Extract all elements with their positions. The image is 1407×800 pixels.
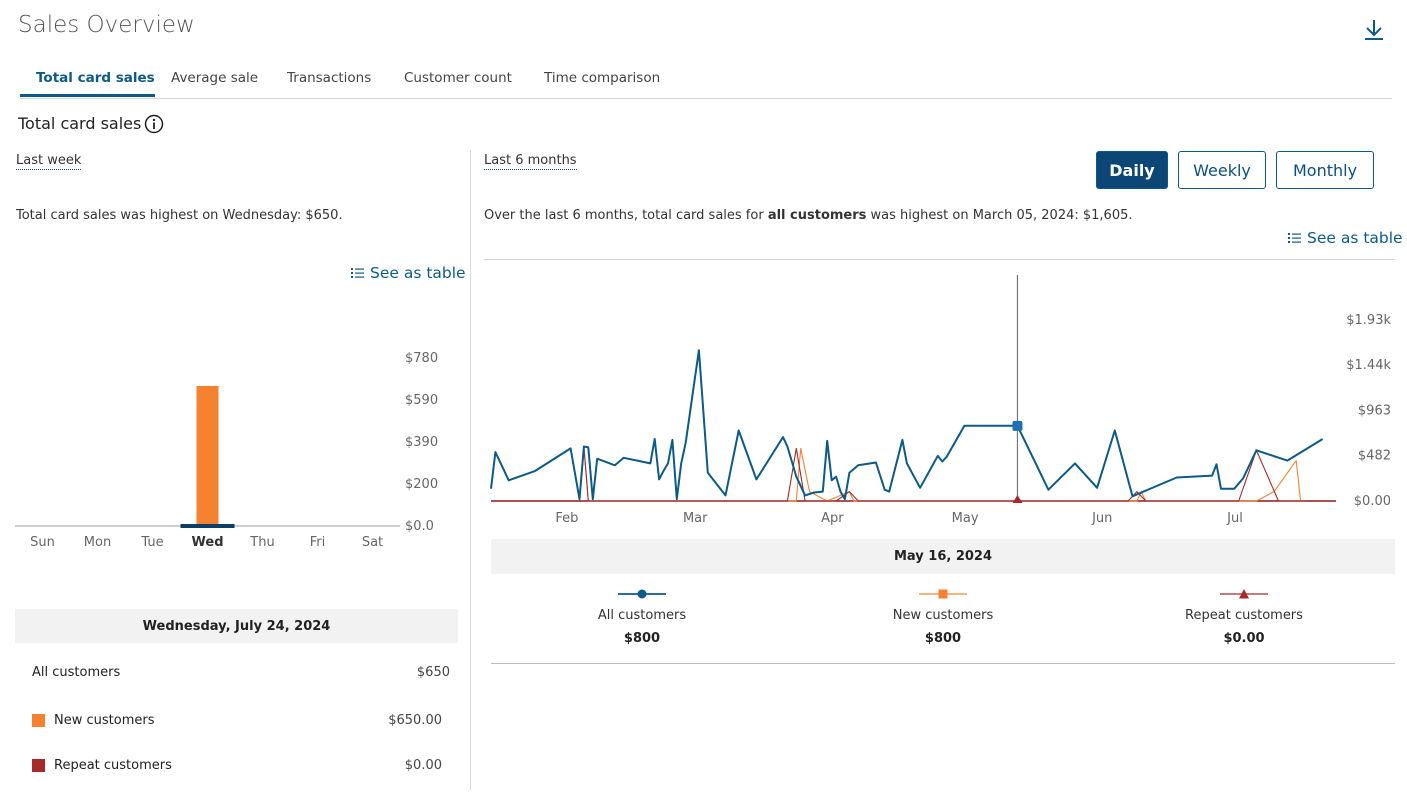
section-title: Total card sales: [18, 114, 142, 133]
breakdown-value: $650.00: [388, 713, 442, 728]
info-button[interactable]: [144, 114, 164, 134]
x-tick-label: Mar: [683, 511, 708, 526]
x-tick-label: Jun: [1091, 511, 1112, 526]
download-button[interactable]: [1360, 16, 1388, 44]
list-icon: [351, 268, 364, 278]
y-tick-label: $963: [1358, 404, 1391, 419]
right-selected-date: May 16, 2024: [491, 539, 1395, 574]
active-tab-indicator: [20, 94, 155, 97]
new-customers-swatch: [32, 714, 45, 727]
square-marker-icon: [919, 589, 967, 599]
x-tick-label: Tue: [140, 535, 163, 550]
download-icon: [1365, 20, 1383, 40]
legend-name: Repeat customers: [1185, 608, 1303, 623]
left-see-as-table-label: See as table: [370, 264, 466, 282]
tab-bar: Total card sales Average sale Transactio…: [20, 62, 1392, 99]
series-line-repeat-customers: [578, 445, 1305, 502]
six-month-line-chart[interactable]: $0.00 $482 $963 $1.44k $1.93k Feb Mar Apr May Jun…: [480, 265, 1400, 535]
legend-name: All customers: [597, 608, 687, 623]
legend-value: $0.00: [1223, 631, 1265, 646]
breakdown-label: Repeat customers: [54, 758, 172, 773]
circle-marker-icon: [618, 589, 666, 599]
x-tick-label: Apr: [821, 511, 844, 526]
selected-day-indicator: [180, 524, 235, 528]
x-tick-label: Thu: [249, 535, 274, 550]
panel-divider: [470, 150, 471, 790]
weekly-bar-chart: $0.0 $200 $390 $590 $780 Sun Mon Tue Wed Thu Fri Sa…: [15, 351, 438, 550]
x-tick-label: Jul: [1226, 511, 1243, 526]
legend-all-customers: All customers $800: [542, 585, 742, 646]
y-tick-label: $1.93k: [1346, 313, 1391, 328]
selected-point-repeat: [1012, 495, 1023, 503]
breakdown-label: New customers: [54, 713, 155, 728]
y-tick-label: $200: [405, 477, 438, 492]
x-tick-label: Fri: [310, 535, 326, 550]
right-see-as-table-label: See as table: [1307, 229, 1403, 247]
chart-top-separator: [484, 259, 1395, 260]
selected-point-all: [1012, 420, 1023, 431]
legend-value: $800: [623, 631, 661, 646]
right-see-as-table-link[interactable]: See as table: [1288, 229, 1403, 247]
breakdown-label: All customers: [32, 665, 121, 680]
left-see-as-table-link[interactable]: See as table: [351, 264, 466, 282]
legend-name: New customers: [892, 608, 994, 623]
y-tick-label: $390: [405, 435, 438, 450]
y-tick-label: $482: [1358, 449, 1391, 464]
tab-transactions[interactable]: Transactions: [287, 70, 372, 86]
page-title: Sales Overview: [18, 12, 195, 38]
right-summary-text: Over the last 6 months, total card sales…: [484, 208, 1133, 223]
breakdown-row-all: All customers $650: [32, 665, 450, 680]
series-line-all-customers: [490, 349, 1324, 501]
series-line-new-customers: [578, 445, 1302, 502]
monthly-button[interactable]: Monthly: [1276, 151, 1374, 189]
info-icon: [144, 114, 164, 134]
y-tick-label: $780: [405, 351, 438, 366]
summary-prefix: Over the last 6 months, total card sales…: [484, 208, 768, 223]
left-period-selector[interactable]: Last week: [16, 153, 82, 170]
tab-customer-count[interactable]: Customer count: [404, 70, 512, 86]
breakdown-row-new: New customers $650.00: [32, 713, 442, 728]
x-tick-label: Sun: [30, 535, 55, 550]
triangle-marker-icon: [1220, 589, 1268, 599]
weekly-button[interactable]: Weekly: [1178, 151, 1266, 189]
breakdown-row-repeat: Repeat customers $0.00: [32, 758, 442, 773]
x-tick-label: Sat: [362, 535, 383, 550]
y-tick-label: $0.00: [1354, 494, 1391, 509]
right-period-selector[interactable]: Last 6 months: [484, 153, 577, 170]
left-summary-text: Total card sales was highest on Wednesda…: [16, 208, 343, 223]
summary-suffix: was highest on March 05, 2024: $1,605.: [866, 208, 1133, 223]
legend-new-customers: New customers $800: [843, 585, 1043, 646]
legend-bottom-separator: [491, 663, 1395, 664]
tab-average-sale[interactable]: Average sale: [171, 70, 259, 86]
daily-button[interactable]: Daily: [1096, 151, 1168, 189]
x-tick-label: Feb: [555, 511, 578, 526]
tab-total-card-sales[interactable]: Total card sales: [36, 70, 155, 86]
bar-wed: [196, 386, 219, 526]
y-tick-label: $0.0: [405, 519, 434, 534]
x-tick-label: Wed: [192, 535, 224, 550]
legend-repeat-customers: Repeat customers $0.00: [1144, 585, 1344, 646]
list-icon: [1288, 233, 1301, 243]
summary-bold: all customers: [767, 208, 867, 223]
legend-value: $800: [924, 631, 962, 646]
breakdown-value: $0.00: [404, 758, 442, 773]
tab-time-comparison[interactable]: Time comparison: [544, 70, 661, 86]
y-tick-label: $1.44k: [1346, 358, 1391, 373]
y-tick-label: $590: [405, 393, 438, 408]
repeat-customers-swatch: [32, 759, 45, 772]
x-tick-label: Mon: [84, 535, 111, 550]
breakdown-value: $650: [416, 665, 450, 680]
left-selected-date: Wednesday, July 24, 2024: [15, 609, 458, 643]
x-tick-label: May: [952, 511, 979, 526]
